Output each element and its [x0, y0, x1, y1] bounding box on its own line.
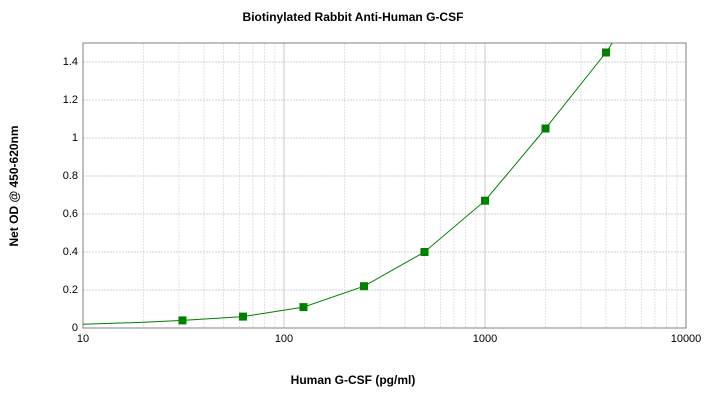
data-point: [420, 248, 429, 256]
plot-area: [83, 43, 686, 328]
y-tick-label: 1: [72, 132, 78, 144]
data-point: [359, 282, 368, 291]
y-tick-label: 0: [72, 322, 78, 334]
chart-title: Biotinylated Rabbit Anti-Human G-CSF: [243, 10, 464, 24]
plot-frame: [82, 42, 687, 329]
y-axis-label: Net OD @ 450-620nm: [7, 125, 21, 246]
data-point: [602, 48, 611, 57]
y-tick-label: 0.6: [63, 208, 78, 220]
data-point: [541, 124, 550, 133]
data-point: [481, 196, 489, 205]
data-point: [299, 303, 308, 312]
data-point: [238, 312, 247, 321]
y-tick-label: 1.2: [63, 94, 78, 106]
x-tick-label: 100: [275, 333, 293, 345]
y-tick-label: 0.2: [63, 284, 78, 296]
x-tick-label: 10000: [671, 333, 702, 345]
x-tick-label: 10: [77, 333, 89, 345]
y-tick-label: 1.4: [63, 56, 78, 68]
y-tick-label: 0.4: [63, 246, 78, 258]
data-point: [178, 316, 187, 325]
x-axis-label: Human G-CSF (pg/ml): [291, 373, 416, 387]
y-tick-label: 0.8: [63, 170, 78, 182]
x-tick-label: 1000: [473, 333, 497, 345]
